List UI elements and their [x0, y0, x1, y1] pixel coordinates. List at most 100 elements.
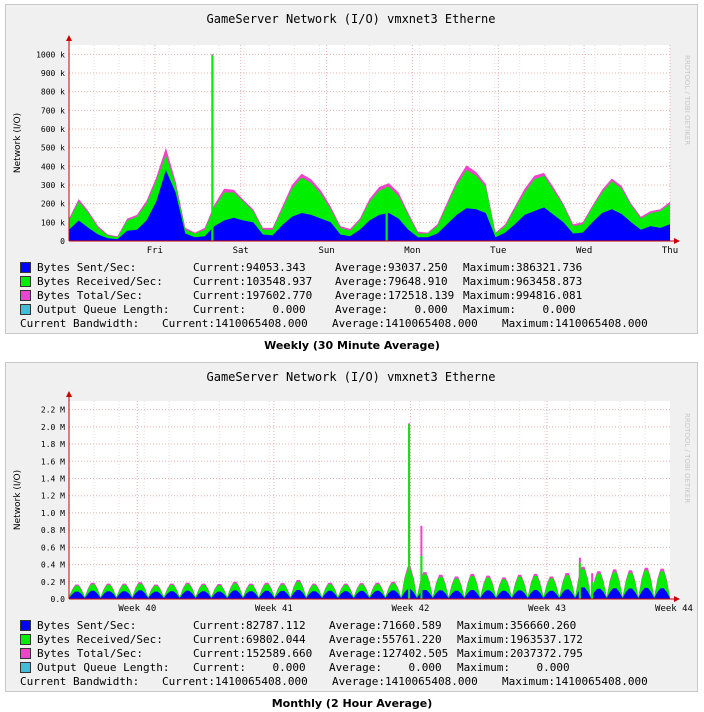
y-tick-label: 0.4 M — [41, 561, 65, 570]
spike-received — [591, 581, 594, 599]
sent-swatch — [20, 261, 31, 273]
y-tick-label: 800 k — [41, 88, 65, 97]
rrdtool-watermark: RRDTOOL / TOBI OETIKER — [683, 413, 691, 504]
legend-row-received: Bytes Received/Sec: Current:69802.044 Aver… — [20, 633, 583, 647]
legend-average: Average:55761.220 — [329, 633, 442, 646]
spike-received — [408, 424, 411, 599]
x-tick-label: Week 40 — [118, 604, 156, 614]
received-swatch — [20, 633, 31, 645]
legend-label: Bytes Total/Sec: — [37, 647, 143, 660]
chart-title: GameServer Network (I/O) vmxnet3 Etherne — [207, 12, 496, 26]
legend-maximum: Maximum:994816.081 — [463, 289, 583, 302]
legend-maximum: Maximum: 0.000 — [457, 661, 570, 674]
legend-maximum: Maximum:963458.873 — [463, 275, 583, 288]
legend-label: Output Queue Length: — [37, 661, 170, 674]
y-tick-label: 1.6 M — [41, 457, 65, 466]
y-tick-label: 1.0 M — [41, 509, 65, 518]
legend-current: Current:94053.343 — [193, 261, 306, 274]
legend-row-bandwidth: Current Bandwidth: Current:1410065408.000… — [20, 675, 648, 689]
x-tick-label: Week 41 — [255, 604, 293, 614]
y-tick-label: 500 k — [41, 144, 65, 153]
bandwidth-current: Current:1410065408.000 — [162, 317, 308, 330]
bandwidth-maximum: Maximum:1410065408.000 — [502, 317, 648, 330]
y-tick-label: 1000 k — [36, 50, 65, 59]
y-tick-label: 900 k — [41, 69, 65, 78]
y-tick-label: 0.6 M — [41, 543, 65, 552]
bandwidth-maximum: Maximum:1410065408.000 — [502, 675, 648, 688]
queue-swatch — [20, 661, 31, 673]
y-tick-label: 0.8 M — [41, 526, 65, 535]
x-tick-label: Wed — [576, 246, 592, 256]
y-tick-label: 1.8 M — [41, 440, 65, 449]
weekly-graph-panel: GameServer Network (I/O) vmxnet3 Etherne… — [5, 4, 698, 334]
y-tick-label: 300 k — [41, 181, 65, 190]
legend-current: Current:103548.937 — [193, 275, 313, 288]
series-area-received — [69, 155, 670, 241]
legend-row-bandwidth: Current Bandwidth: Current:1410065408.000… — [20, 317, 648, 331]
x-tick-label: Week 42 — [392, 604, 430, 614]
x-tick-label: Thu — [662, 246, 678, 256]
spike-received — [385, 186, 388, 241]
legend-current: Current:197602.770 — [193, 289, 313, 302]
sent-swatch — [20, 619, 31, 631]
legend-average: Average: 0.000 — [329, 661, 442, 674]
y-tick-label: 200 k — [41, 200, 65, 209]
received-swatch — [20, 275, 31, 287]
x-axis-arrow — [674, 596, 680, 602]
legend-label: Bytes Total/Sec: — [37, 289, 143, 302]
y-axis-arrow — [66, 35, 72, 41]
chart-title: GameServer Network (I/O) vmxnet3 Etherne — [207, 370, 496, 384]
legend-row-queue: Output Queue Length: Current: 0.000 Averag… — [20, 661, 570, 675]
legend-label: Bytes Sent/Sec: — [37, 619, 137, 632]
x-tick-label: Sun — [318, 246, 334, 256]
legend-maximum: Maximum:1963537.172 — [457, 633, 583, 646]
y-tick-label: 0 — [60, 237, 65, 246]
weekly-caption: Weekly (30 Minute Average) — [264, 339, 440, 352]
legend-maximum: Maximum:2037372.795 — [457, 647, 583, 660]
monthly-graph-panel: GameServer Network (I/O) vmxnet3 Etherne… — [5, 362, 698, 692]
bandwidth-current: Current:1410065408.000 — [162, 675, 308, 688]
bandwidth-average: Average:1410065408.000 — [332, 317, 478, 330]
legend-average: Average:127402.505 — [329, 647, 449, 660]
legend-label: Bytes Sent/Sec: — [37, 261, 137, 274]
legend-row-sent: Bytes Sent/Sec: Current:94053.343 Average:… — [20, 261, 582, 275]
legend-average: Average:172518.139 — [335, 289, 455, 302]
bandwidth-average: Average:1410065408.000 — [332, 675, 478, 688]
y-axis-label: Network (I/O) — [13, 470, 23, 530]
y-tick-label: 0.0 — [51, 595, 66, 604]
x-tick-label: Week 43 — [528, 604, 566, 614]
x-axis-arrow — [674, 238, 680, 244]
x-tick-label: Week 44 — [655, 604, 693, 614]
total-swatch — [20, 647, 31, 659]
y-tick-label: 1.4 M — [41, 474, 65, 483]
legend-maximum: Maximum:386321.736 — [463, 261, 583, 274]
legend-maximum: Maximum: 0.000 — [463, 303, 576, 316]
legend-label: Bytes Received/Sec: — [37, 275, 163, 288]
series-area-sent — [69, 170, 670, 241]
x-tick-label: Fri — [147, 246, 163, 256]
series-area-sent — [69, 587, 670, 599]
legend-current: Current:82787.112 — [193, 619, 306, 632]
legend-row-total: Bytes Total/Sec: Current:152589.660 Averag… — [20, 647, 583, 661]
bandwidth-label: Current Bandwidth: — [20, 317, 140, 330]
y-tick-label: 100 k — [41, 218, 65, 227]
legend-maximum: Maximum:356660.260 — [457, 619, 577, 632]
y-tick-label: 1.2 M — [41, 492, 65, 501]
y-axis-arrow — [66, 391, 72, 397]
y-tick-label: 400 k — [41, 162, 65, 171]
rrdtool-watermark: RRDTOOL / TOBI OETIKER — [683, 55, 691, 146]
y-tick-label: 2.2 M — [41, 406, 65, 415]
queue-swatch — [20, 303, 31, 315]
weekly-chart-svg: GameServer Network (I/O) vmxnet3 Etherne… — [13, 12, 680, 256]
legend-current: Current: 0.000 — [193, 303, 306, 316]
y-tick-label: 700 k — [41, 106, 65, 115]
y-tick-label: 2.0 M — [41, 423, 65, 432]
spike-received — [211, 55, 214, 242]
legend-label: Bytes Received/Sec: — [37, 633, 163, 646]
legend-row-total: Bytes Total/Sec: Current:197602.770 Averag… — [20, 289, 582, 303]
y-tick-label: 0.2 M — [41, 578, 65, 587]
legend-current: Current: 0.000 — [193, 661, 306, 674]
bandwidth-label: Current Bandwidth: — [20, 675, 140, 688]
monthly-caption: Monthly (2 Hour Average) — [271, 697, 433, 710]
legend-average: Average:71660.589 — [329, 619, 442, 632]
